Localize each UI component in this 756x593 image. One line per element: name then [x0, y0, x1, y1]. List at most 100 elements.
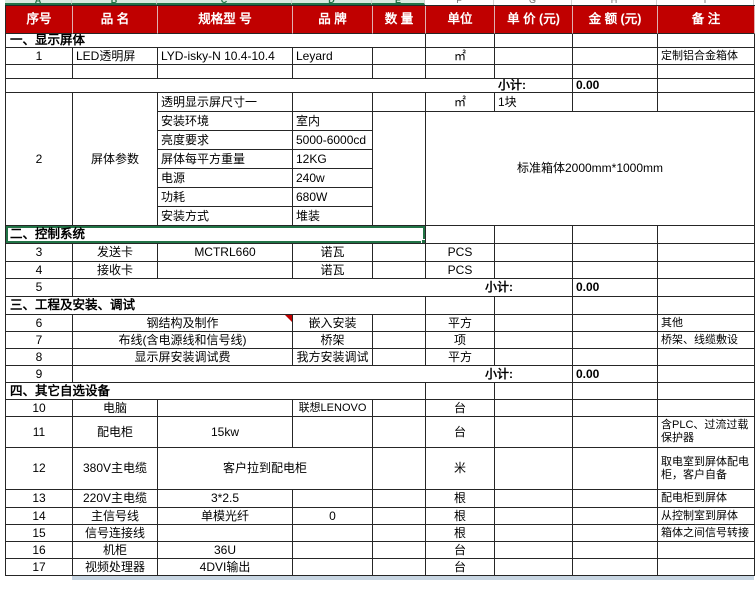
cell-unit[interactable]: ㎡	[426, 48, 495, 65]
cell-price[interactable]	[495, 400, 573, 417]
cell-unit[interactable]: 台	[426, 400, 495, 417]
cell-price[interactable]	[495, 262, 573, 279]
cell-amount[interactable]	[573, 417, 658, 448]
cell-qty[interactable]	[373, 448, 426, 490]
cell-no[interactable]: 6	[6, 315, 73, 332]
empty-cell[interactable]	[426, 34, 495, 48]
cell-note[interactable]	[658, 244, 755, 262]
cell-no[interactable]: 3	[6, 244, 73, 262]
cell-note[interactable]: 配电柜到屏体	[658, 490, 755, 508]
cell-unit[interactable]: 米	[426, 448, 495, 490]
cell-spec-value[interactable]	[293, 93, 373, 112]
cell-spec[interactable]: 4DVI输出	[158, 559, 293, 576]
cell-price[interactable]	[495, 542, 573, 559]
cell-spec[interactable]: 单模光纤	[158, 508, 293, 525]
col-header-no[interactable]: 序号	[6, 6, 73, 34]
cell-note[interactable]: 含PLC、过流过载保护器	[658, 417, 755, 448]
empty-cell[interactable]	[73, 65, 158, 79]
cell-spec-value[interactable]: 12KG	[293, 150, 373, 169]
cell-qty[interactable]	[373, 490, 426, 508]
cell-price[interactable]	[495, 559, 573, 576]
cell-price[interactable]	[495, 417, 573, 448]
cell-brand[interactable]: 嵌入安装	[293, 315, 373, 332]
cell-brand[interactable]: 0	[293, 508, 373, 525]
cell-spec[interactable]: 36U	[158, 542, 293, 559]
cell-amount[interactable]	[573, 400, 658, 417]
cell-note[interactable]: 定制铝合金箱体	[658, 48, 755, 65]
cell-spec-brand[interactable]: 客户拉到配电柜	[158, 448, 373, 490]
cell-qty[interactable]	[373, 315, 426, 332]
cell-no[interactable]: 16	[6, 542, 73, 559]
cell-no[interactable]: 17	[6, 559, 73, 576]
cell-spec-label[interactable]: 功耗	[158, 188, 293, 207]
empty-cell[interactable]	[495, 65, 573, 79]
empty-cell[interactable]	[658, 226, 755, 244]
cell-no[interactable]: 12	[6, 448, 73, 490]
cell-no[interactable]: 8	[6, 349, 73, 366]
empty-cell[interactable]	[658, 383, 755, 400]
cell-note[interactable]	[658, 400, 755, 417]
empty-cell[interactable]	[426, 65, 495, 79]
cell-qty[interactable]	[373, 112, 426, 226]
cell-unit[interactable]: 平方	[426, 349, 495, 366]
column-header-A[interactable]: A	[5, 0, 72, 5]
cell-name[interactable]: 接收卡	[73, 262, 158, 279]
section-control-title-selected-cell[interactable]: 二、控制系统	[6, 226, 426, 244]
cell-qty[interactable]	[373, 244, 426, 262]
cell-price[interactable]: 1块	[495, 93, 573, 112]
cell-no[interactable]: 11	[6, 417, 73, 448]
empty-cell[interactable]	[573, 34, 658, 48]
cell-note[interactable]	[658, 349, 755, 366]
cell-price[interactable]	[495, 349, 573, 366]
empty-cell[interactable]	[6, 65, 73, 79]
cell-name[interactable]: 发送卡	[73, 244, 158, 262]
cell-brand[interactable]	[293, 542, 373, 559]
cell-name[interactable]: 屏体参数	[73, 93, 158, 226]
cell-amount[interactable]	[573, 48, 658, 65]
col-header-price[interactable]: 单 价 (元)	[495, 6, 573, 34]
cell-name-spec[interactable]: 显示屏安装调试费	[73, 349, 293, 366]
cell-qty[interactable]	[373, 559, 426, 576]
cell-amount[interactable]	[573, 93, 658, 112]
cell-name[interactable]: 220V主电缆	[73, 490, 158, 508]
empty-cell[interactable]	[658, 297, 755, 315]
cell-spec[interactable]: LYD-isky-N 10.4-10.4	[158, 48, 293, 65]
subtotal-label[interactable]: 小计:	[426, 279, 573, 297]
cell-name[interactable]: 视频处理器	[73, 559, 158, 576]
cell-brand[interactable]: 桥架	[293, 332, 373, 349]
subtotal-label[interactable]: 小计:	[495, 79, 573, 93]
cell-brand[interactable]: Leyard	[293, 48, 373, 65]
cell-spec-label[interactable]: 电源	[158, 169, 293, 188]
cell-spec[interactable]: 3*2.5	[158, 490, 293, 508]
cell-brand[interactable]	[293, 490, 373, 508]
cell-brand[interactable]: 我方安装调试	[293, 349, 373, 366]
cell-brand[interactable]	[293, 525, 373, 542]
cell-spec[interactable]: MCTRL660	[158, 244, 293, 262]
cell-no[interactable]: 14	[6, 508, 73, 525]
cell-name[interactable]: 配电柜	[73, 417, 158, 448]
cell-box-spec-note[interactable]: 标准箱体2000mm*1000mm	[426, 112, 755, 226]
cell-spec-label[interactable]: 透明显示屏尺寸一	[158, 93, 293, 112]
column-header-D[interactable]: D	[292, 0, 372, 5]
cell-spec-label[interactable]: 亮度要求	[158, 131, 293, 150]
cell-unit[interactable]: 根	[426, 490, 495, 508]
cell-unit[interactable]: 根	[426, 525, 495, 542]
empty-cell[interactable]	[426, 383, 495, 400]
cell-qty[interactable]	[373, 417, 426, 448]
cell-unit[interactable]: 项	[426, 332, 495, 349]
cell-name[interactable]: 主信号线	[73, 508, 158, 525]
cell-price[interactable]	[495, 244, 573, 262]
cell-price[interactable]	[495, 48, 573, 65]
cell-spec[interactable]	[158, 525, 293, 542]
cell-no[interactable]: 13	[6, 490, 73, 508]
cell-note[interactable]	[658, 542, 755, 559]
cell-spec-label[interactable]: 屏体每平方重量	[158, 150, 293, 169]
cell-qty[interactable]	[373, 508, 426, 525]
subtotal-label[interactable]: 小计:	[426, 366, 573, 383]
cell-brand[interactable]: 联想LENOVO	[293, 400, 373, 417]
cell-spec-value[interactable]: 240w	[293, 169, 373, 188]
cell-name[interactable]: 电脑	[73, 400, 158, 417]
cell-no[interactable]: 2	[6, 93, 73, 226]
empty-cell[interactable]	[495, 34, 573, 48]
section-optional-title[interactable]: 四、其它自选设备	[6, 383, 426, 400]
